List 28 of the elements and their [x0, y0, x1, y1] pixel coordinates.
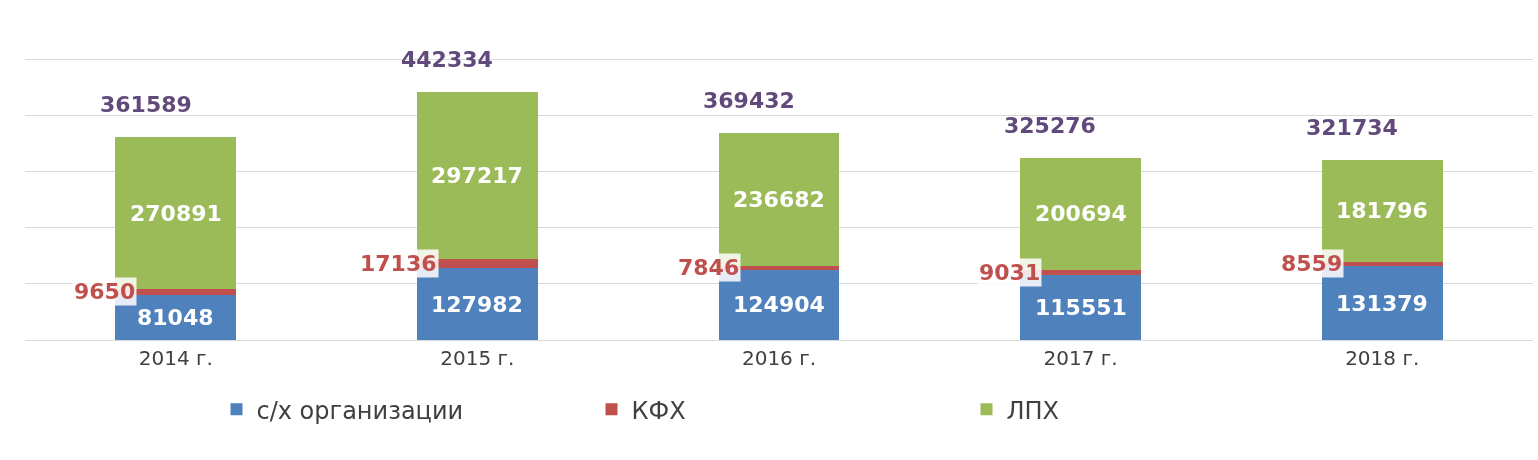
data-label: 181796	[1336, 198, 1428, 223]
legend-label: ЛПХ	[1006, 396, 1060, 425]
data-label: 17136	[360, 251, 437, 276]
data-label: 127982	[431, 292, 523, 317]
total-label: 361589	[100, 92, 192, 117]
x-tick-label: 2017 г.	[1043, 346, 1118, 370]
data-label: 270891	[130, 201, 222, 226]
x-tick-label: 2014 г.	[138, 346, 213, 370]
total-label: 321734	[1306, 115, 1398, 140]
data-label: 236682	[733, 187, 825, 212]
data-label: 9031	[979, 260, 1041, 285]
data-label: 115551	[1035, 295, 1127, 320]
legend-label: с/х организации	[256, 396, 464, 425]
data-label: 200694	[1035, 201, 1127, 226]
legend-label: КФХ	[631, 396, 686, 425]
total-label: 442334	[401, 47, 493, 72]
x-tick-label: 2016 г.	[741, 346, 817, 370]
data-label: 81048	[137, 305, 214, 330]
x-tick-label: 2018 г.	[1345, 346, 1420, 370]
data-label: 124904	[733, 292, 825, 317]
x-tick-label: 2015 г.	[440, 346, 515, 370]
data-label: 8559	[1281, 251, 1343, 276]
total-label: 369432	[703, 88, 795, 113]
data-label: 9650	[74, 279, 136, 304]
data-label: 131379	[1336, 291, 1428, 316]
data-label: 7846	[678, 255, 740, 280]
total-label: 325276	[1004, 113, 1096, 138]
data-label: 297217	[431, 163, 523, 188]
